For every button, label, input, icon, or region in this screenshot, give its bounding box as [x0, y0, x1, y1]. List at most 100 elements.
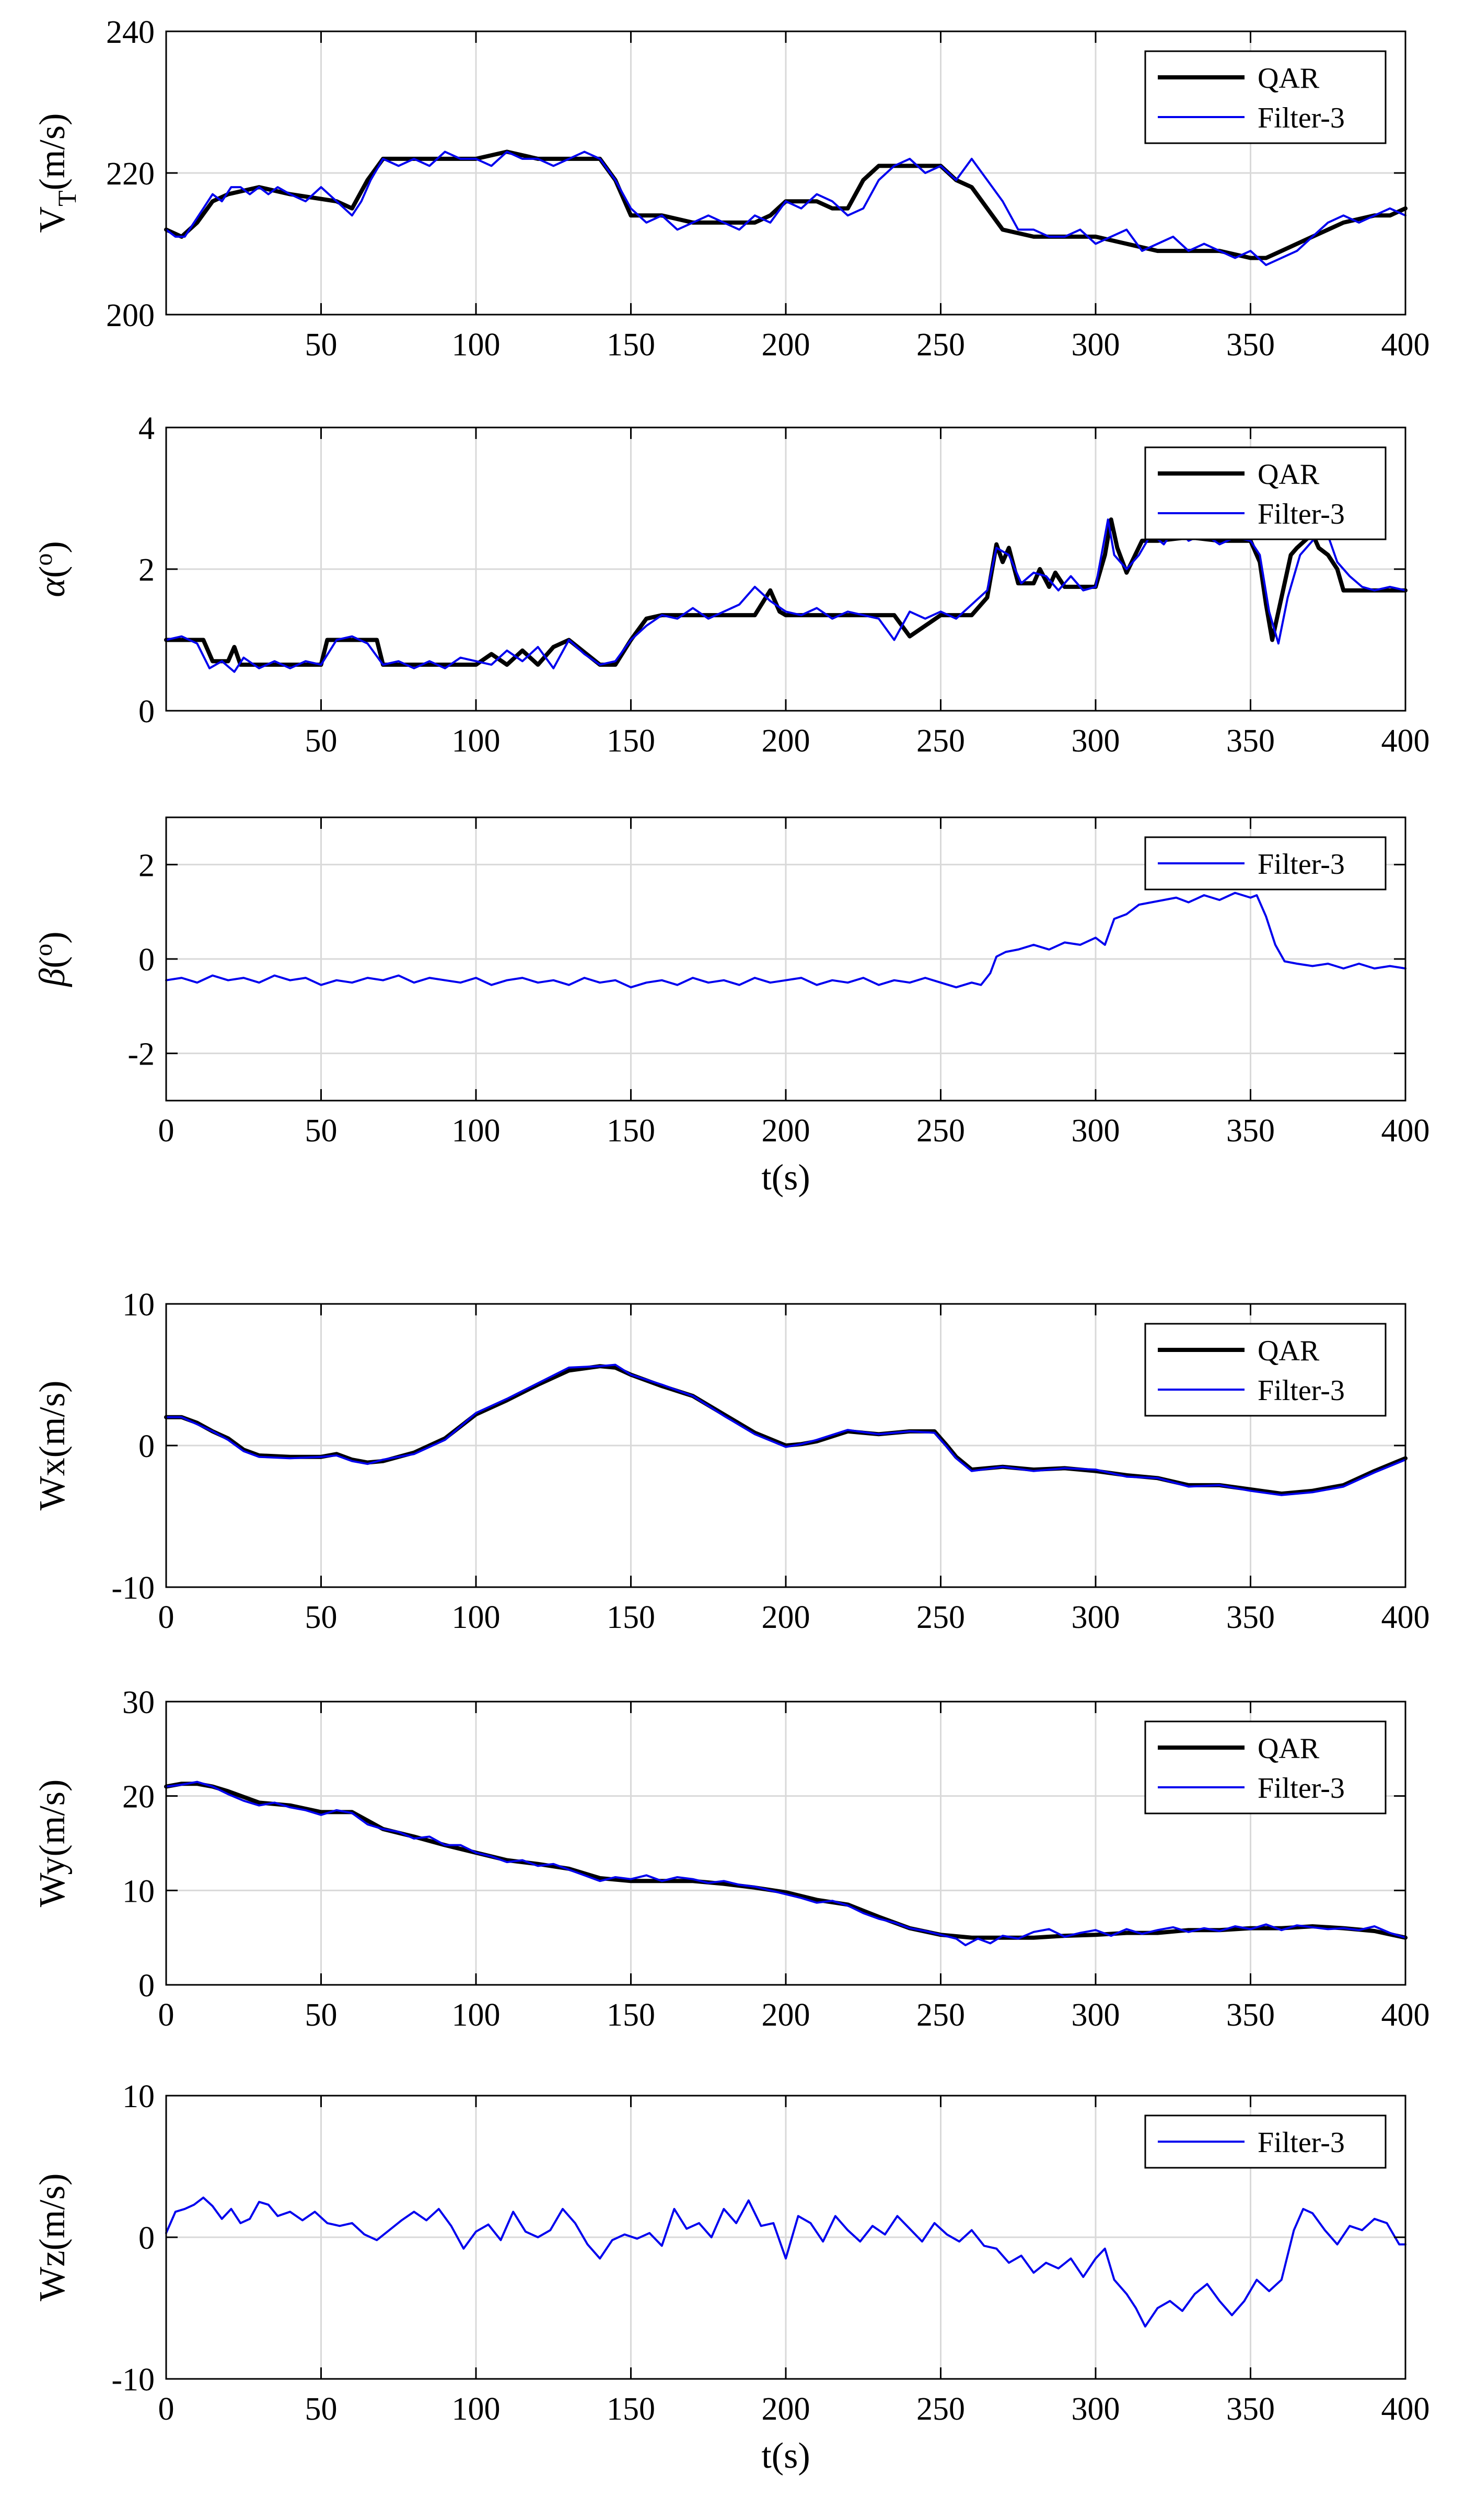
x-tick-label: 0	[158, 1600, 175, 1635]
x-tick-label: 350	[1226, 1600, 1275, 1635]
x-tick-label: 200	[762, 2391, 810, 2427]
x-tick-label: 350	[1226, 2391, 1275, 2427]
y-tick-label: -10	[111, 1570, 155, 1606]
x-tick-label: 350	[1226, 723, 1275, 759]
y-axis-label: β(o)	[30, 931, 73, 988]
y-tick-label: 0	[138, 942, 155, 978]
x-tick-label: 400	[1381, 1997, 1430, 2033]
y-axis-label: Wy(m/s)	[32, 1779, 73, 1908]
x-tick-label: 150	[607, 723, 655, 759]
legend-label: Filter-3	[1258, 498, 1345, 530]
x-tick-label: 50	[305, 1997, 338, 2033]
y-axis-label-sup: o	[30, 553, 57, 566]
x-tick-label: 150	[607, 2391, 655, 2427]
legend: QAR Filter-3	[1144, 1720, 1387, 1814]
x-tick-label: 50	[305, 1600, 338, 1635]
chart-alpha: 50 100 150 200 250 300 350 400 0 2 4 α(o) QAR Filter-…	[30, 411, 1430, 759]
x-tick-label: 300	[1072, 1997, 1120, 2033]
x-tick-label: 400	[1381, 1113, 1430, 1149]
y-tick-label: 10	[122, 2079, 155, 2114]
series-filter-3	[165, 892, 1406, 989]
y-tick-label: 2	[138, 848, 155, 883]
series-filter-3	[165, 1781, 1406, 1947]
series-filter-3	[165, 2197, 1406, 2328]
x-tick-label: 100	[452, 723, 501, 759]
legend: QAR Filter-3	[1144, 1323, 1387, 1417]
chart-beta: 0 50 100 150 200 250 300 350 400 -2 0 2 β(o) t(s) Filt…	[30, 816, 1430, 1198]
x-tick-label: 400	[1381, 1600, 1430, 1635]
legend-box	[1144, 50, 1387, 144]
x-tick-label: 0	[158, 2391, 175, 2427]
legend-label: Filter-3	[1258, 848, 1345, 881]
x-axis-label: t(s)	[761, 2436, 810, 2476]
legend-box	[1144, 446, 1387, 540]
x-tick-label: 50	[305, 1113, 338, 1149]
x-tick-label: 300	[1072, 1113, 1120, 1149]
y-axis-label-sub: T	[52, 190, 82, 206]
x-tick-label: 200	[762, 1600, 810, 1635]
y-tick-label: 4	[138, 411, 155, 446]
legend-label: Filter-3	[1258, 1772, 1345, 1805]
y-axis-label-main: Wy(m/s)	[32, 1779, 73, 1908]
legend-label: Filter-3	[1258, 1374, 1345, 1407]
x-tick-label: 0	[158, 1113, 175, 1149]
y-tick-label: 0	[138, 694, 155, 730]
y-tick-label: 30	[122, 1685, 155, 1720]
x-tick-label: 50	[305, 723, 338, 759]
legend: QAR Filter-3	[1144, 446, 1387, 540]
x-tick-label: 300	[1072, 1600, 1120, 1635]
x-tick-label: 350	[1226, 1113, 1275, 1149]
chart-vt: 50 100 150 200 250 300 350 400 200 220 240 VT(m/s) Q…	[32, 15, 1430, 363]
chart-wy: 0 50 100 150 200 250 300 350 400 0 10 20 30 Wy(m/s) QA…	[32, 1685, 1430, 2033]
chart-wz: 0 50 100 150 200 250 300 350 400-10010Wz(m/s)t(s…	[32, 2079, 1430, 2476]
y-axis-label-paren-open: (	[32, 566, 73, 578]
x-tick-label: 100	[452, 1600, 501, 1635]
y-axis-label-paren-close: )	[32, 931, 73, 943]
chart-wx: 0 50 100 150 200 250 300 350 400-10010Wx(m/s)QAR…	[32, 1287, 1430, 1635]
x-tick-label: 150	[607, 327, 655, 363]
y-tick-label: 10	[122, 1874, 155, 1909]
y-tick-label: 200	[106, 298, 155, 333]
legend-label: Filter-3	[1258, 102, 1345, 134]
x-tick-label: 300	[1072, 327, 1120, 363]
y-tick-label: 2	[138, 552, 155, 588]
y-axis-label-main: Wz(m/s)	[32, 2174, 73, 2302]
x-tick-label: 50	[305, 327, 338, 363]
y-axis-label-sup: o	[30, 944, 57, 956]
x-tick-label: 300	[1072, 2391, 1120, 2427]
legend-label: QAR	[1258, 1732, 1320, 1765]
x-axis-label: t(s)	[761, 1158, 810, 1198]
x-tick-label: 250	[916, 1997, 965, 2033]
series-filter-3	[165, 518, 1406, 673]
y-axis-label-paren-close: )	[32, 541, 73, 553]
x-tick-label: 350	[1226, 327, 1275, 363]
series-filter-3	[165, 1363, 1406, 1496]
y-axis-label-main: Wx(m/s)	[32, 1381, 73, 1511]
y-tick-label: 0	[138, 2221, 155, 2256]
y-tick-label: 0	[138, 1968, 155, 2004]
y-tick-label: 20	[122, 1779, 155, 1815]
legend: Filter-3	[1144, 836, 1387, 891]
legend-label: Filter-3	[1258, 2126, 1345, 2159]
legend: QAR Filter-3	[1144, 50, 1387, 144]
x-tick-label: 150	[607, 1997, 655, 2033]
x-tick-label: 250	[916, 2391, 965, 2427]
x-tick-label: 350	[1226, 1997, 1275, 2033]
y-axis-label: α(o)	[30, 541, 73, 597]
x-tick-label: 300	[1072, 723, 1120, 759]
legend-label: QAR	[1258, 458, 1320, 491]
legend-box	[1144, 1323, 1387, 1417]
y-axis-label: Wx(m/s)	[32, 1381, 73, 1511]
legend-label: QAR	[1258, 1335, 1320, 1367]
legend: Filter-3	[1144, 2114, 1387, 2169]
x-tick-label: 200	[762, 327, 810, 363]
series-filter-3	[165, 151, 1406, 267]
y-axis-label: Wz(m/s)	[32, 2174, 73, 2302]
x-tick-label: 100	[452, 2391, 501, 2427]
x-tick-label: 50	[305, 2391, 338, 2427]
x-tick-label: 250	[916, 723, 965, 759]
x-tick-label: 400	[1381, 327, 1430, 363]
y-axis-label-paren-open: (	[32, 956, 73, 968]
y-axis-label: VT(m/s)	[32, 113, 82, 233]
